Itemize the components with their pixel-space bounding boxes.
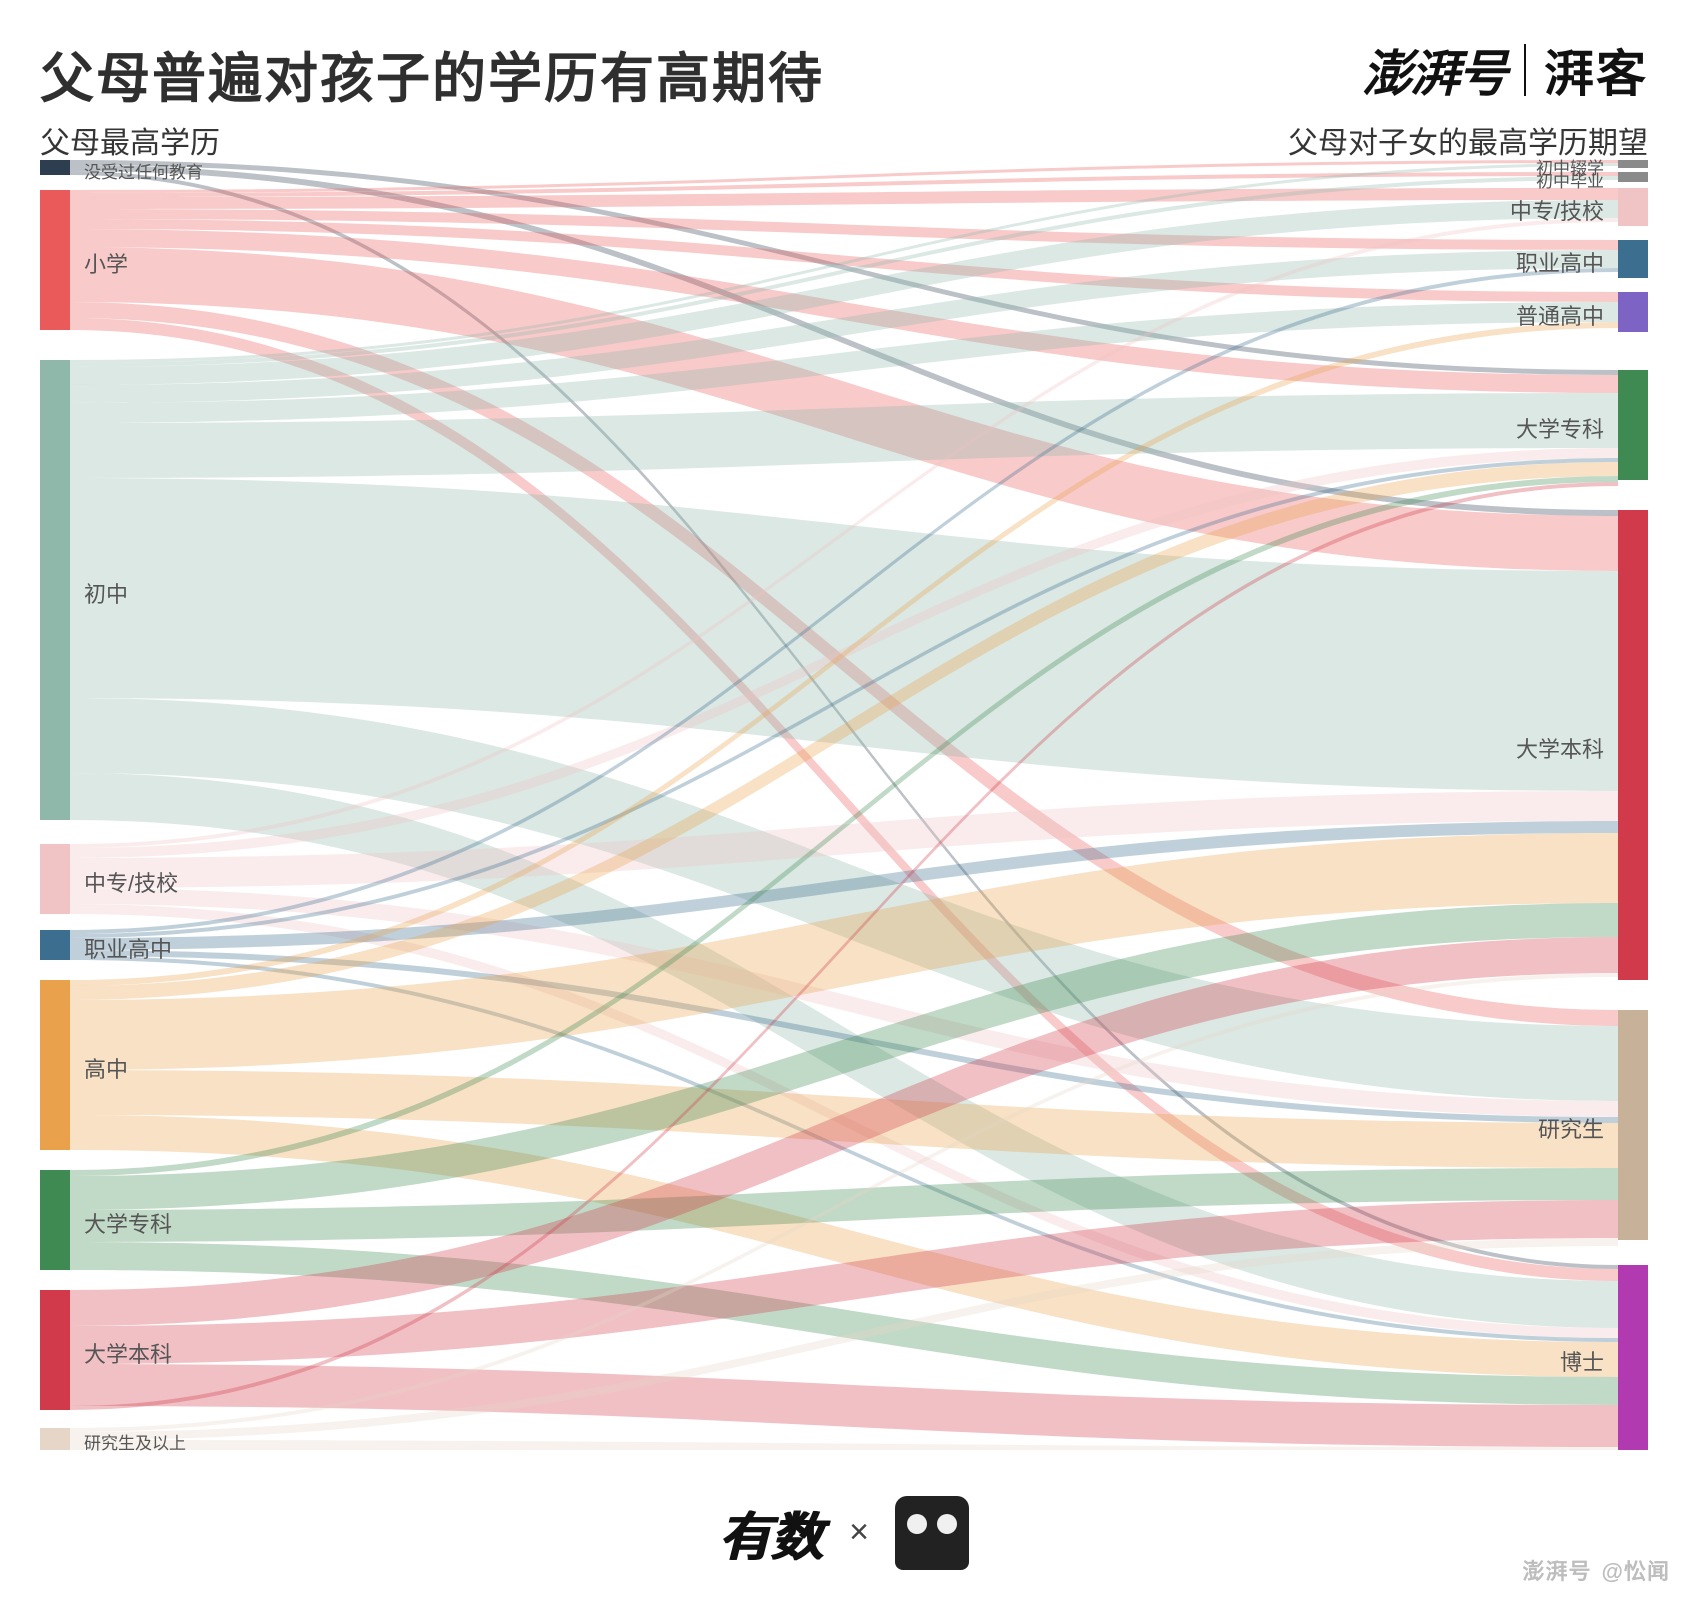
page-title: 父母普遍对孩子的学历有高期待: [40, 34, 824, 113]
sankey-node: [40, 1290, 70, 1410]
sankey-node-label: 没受过任何教育: [84, 158, 203, 183]
sankey-node: [40, 930, 70, 960]
sankey-node: [40, 980, 70, 1150]
sankey-node-label: 博士: [1560, 1345, 1604, 1377]
left-axis-title: 父母最高学历: [40, 118, 220, 162]
sankey-node-label: 中专/技校: [1510, 194, 1604, 226]
sankey-node-label: 大学专科: [84, 1207, 172, 1239]
sankey-flows: [70, 160, 1618, 1450]
sankey-node-label: 初中毕业: [1536, 167, 1604, 192]
footer-logo-a: 有数: [719, 1495, 823, 1570]
brand-right: 湃客: [1544, 34, 1648, 106]
sankey-chart: 没受过任何教育小学初中中专/技校职业高中高中大学专科大学本科研究生及以上初中辍学…: [40, 160, 1648, 1450]
watermark-brand: 澎湃号: [1523, 1554, 1592, 1586]
sankey-node-label: 职业高中: [1516, 246, 1604, 278]
sankey-node-label: 小学: [84, 247, 128, 279]
footer-owl-icon: [895, 1496, 969, 1570]
footer-x-icon: ×: [849, 1513, 869, 1552]
watermark: 澎湃号 @忪闻: [1523, 1554, 1670, 1586]
sankey-node-label: 高中: [84, 1052, 128, 1084]
sankey-node: [1618, 160, 1648, 168]
sankey-node: [1618, 1010, 1648, 1240]
sankey-node: [1618, 172, 1648, 182]
sankey-node-label: 中专/技校: [84, 866, 178, 898]
sankey-node: [40, 360, 70, 820]
brand-divider: [1524, 44, 1526, 96]
sankey-node: [40, 190, 70, 330]
sankey-node: [1618, 292, 1648, 332]
brand-left: 澎湃号: [1362, 34, 1506, 106]
sankey-node: [40, 1170, 70, 1270]
sankey-node-label: 研究生: [1538, 1112, 1604, 1144]
brand-block: 澎湃号 湃客: [1362, 34, 1648, 106]
sankey-svg: [40, 160, 1648, 1450]
sankey-node-label: 普通高中: [1516, 299, 1604, 331]
sankey-node: [1618, 370, 1648, 480]
sankey-node: [40, 160, 70, 175]
sankey-node: [40, 844, 70, 914]
footer: 有数 ×: [0, 1495, 1688, 1570]
sankey-node: [1618, 240, 1648, 278]
sankey-node-label: 大学本科: [1516, 732, 1604, 764]
sankey-node: [1618, 188, 1648, 226]
sankey-node-label: 大学本科: [84, 1337, 172, 1369]
sankey-node: [40, 1428, 70, 1450]
watermark-handle: @忪闻: [1602, 1554, 1670, 1586]
sankey-node-label: 职业高中: [84, 932, 172, 964]
sankey-node-label: 研究生及以上: [84, 1429, 186, 1454]
sankey-node-label: 大学专科: [1516, 412, 1604, 444]
sankey-node-label: 初中: [84, 577, 128, 609]
sankey-node: [1618, 510, 1648, 980]
sankey-node: [1618, 1265, 1648, 1450]
